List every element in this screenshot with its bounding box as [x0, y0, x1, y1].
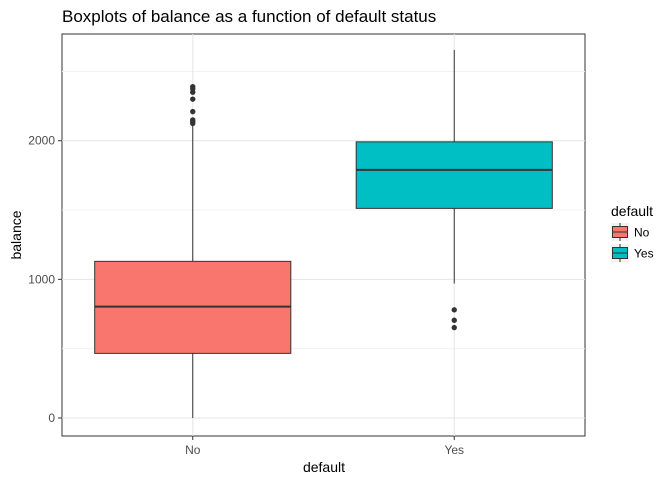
legend: default No Yes [611, 203, 654, 262]
x-tick-label: No [185, 443, 201, 457]
iqr-box [355, 141, 553, 209]
y-axis-ticks: 0 1000 2000 [28, 134, 62, 425]
legend-label: No [634, 226, 650, 240]
legend-entry-yes: Yes [611, 244, 654, 262]
plot-panel [61, 33, 586, 437]
x-axis-ticks: No Yes [185, 436, 464, 457]
outlier-point [190, 108, 196, 115]
x-axis-title: default [303, 459, 345, 475]
box-no [94, 83, 292, 418]
x-tick-label: Yes [444, 443, 464, 457]
outlier-point [190, 96, 196, 102]
legend-label: Yes [634, 247, 654, 261]
outlier-point [451, 307, 457, 313]
outlier-point [451, 324, 457, 331]
outlier-point [190, 83, 196, 90]
y-axis-title: balance [8, 210, 24, 259]
chart-title: Boxplots of balance as a function of def… [62, 7, 436, 26]
boxes [94, 49, 553, 418]
outlier-point [451, 317, 457, 323]
box-yes [355, 49, 553, 331]
legend-entry-no: No [611, 223, 650, 241]
outlier-point [190, 117, 196, 123]
y-tick-label: 1000 [28, 272, 55, 286]
legend-title: default [611, 203, 653, 219]
y-tick-label: 2000 [28, 134, 55, 148]
y-tick-label: 0 [48, 411, 55, 425]
